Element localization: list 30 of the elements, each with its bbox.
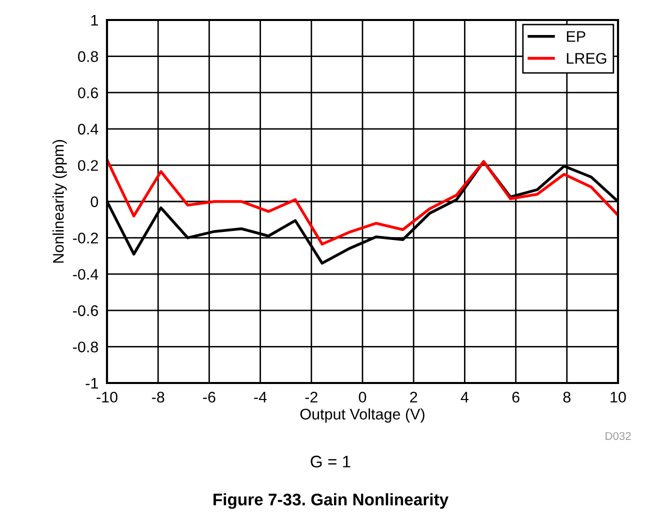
x-tick-label: 0 bbox=[358, 392, 366, 403]
y-tick-label: -1 bbox=[86, 378, 98, 389]
x-axis-title: Output Voltage (V) bbox=[300, 408, 424, 423]
y-tick-label: 0.4 bbox=[78, 124, 98, 135]
x-tick-label: 10 bbox=[610, 392, 626, 403]
x-tick-label: 2 bbox=[410, 392, 418, 402]
x-tick-label: 4 bbox=[460, 392, 468, 402]
y-tick-label: 0.2 bbox=[78, 160, 98, 171]
text: Figure 7-33. Gain Nonlinearity bbox=[214, 493, 448, 509]
x-tick-label: 8 bbox=[563, 392, 570, 403]
text: D032 bbox=[606, 432, 631, 440]
x-tick-label: 6 bbox=[512, 392, 520, 403]
y-tick-label: -0.4 bbox=[73, 268, 98, 280]
x-tick-label: -8 bbox=[152, 392, 164, 403]
x-tick-label: -6 bbox=[203, 392, 216, 403]
line-series bbox=[107, 158, 618, 246]
y-tick-label: 0.8 bbox=[78, 51, 98, 62]
y-tick-label: 1 bbox=[91, 15, 98, 26]
x-tick-label: -2 bbox=[305, 392, 318, 402]
y-tick-label: -0.6 bbox=[73, 305, 98, 316]
text: G = 1 bbox=[310, 456, 350, 468]
y-tick-label: -0.2 bbox=[73, 232, 98, 244]
y-axis-title: Nonlinearity (ppm) bbox=[52, 140, 67, 263]
legend-label: EP bbox=[566, 31, 586, 42]
y-tick-label: 0.6 bbox=[78, 87, 98, 98]
x-tick-label: -4 bbox=[254, 392, 267, 402]
legend-label: LREG bbox=[566, 52, 606, 64]
x-tick-label: -10 bbox=[96, 392, 118, 403]
y-tick-label: -0.8 bbox=[73, 342, 98, 352]
y-tick-label: 0 bbox=[90, 196, 98, 208]
